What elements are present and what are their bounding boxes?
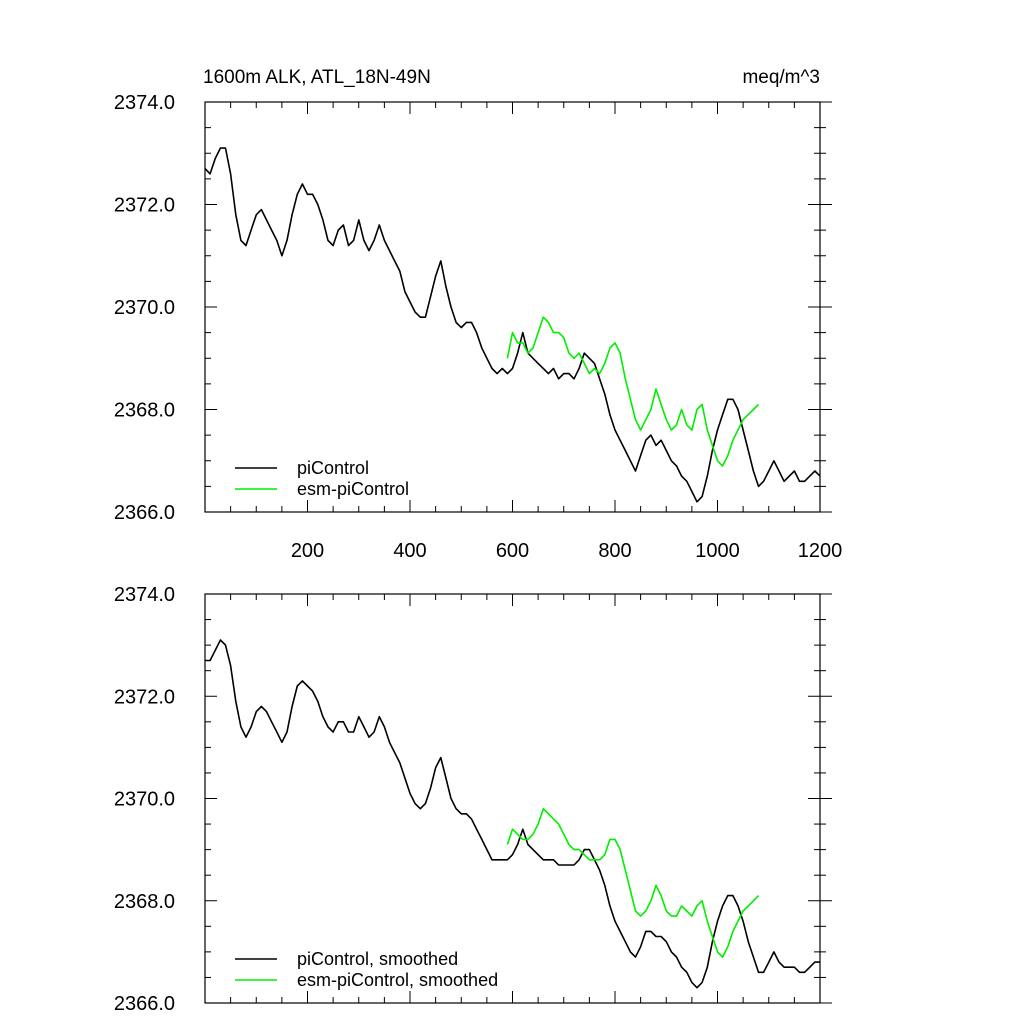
plot-frame-bottom: [204, 593, 821, 1004]
legend-label-top: piControl: [297, 458, 369, 478]
y-tick-label-top: 2370.0: [114, 297, 175, 319]
series-line-esm-picontrol-bottom: [506, 807, 760, 958]
y-tick-label-top: 2368.0: [114, 400, 175, 422]
figure-title: 1600m ALK, ATL_18N-49N: [203, 67, 431, 88]
series-line-picontrol-top: [205, 147, 820, 503]
y-tick-label-bottom: 2368.0: [114, 891, 175, 913]
plot-frame-top: [204, 101, 821, 513]
x-tick-label-top: 1000: [695, 540, 740, 562]
y-tick-label-bottom: 2374.0: [114, 584, 175, 606]
legend-label-bottom: piControl, smoothed: [297, 949, 458, 969]
y-tick-label-top: 2372.0: [114, 195, 175, 217]
figure-units: meq/m^3: [742, 67, 820, 88]
y-tick-label-top: 2366.0: [114, 502, 175, 524]
y-tick-label-top: 2374.0: [114, 92, 175, 114]
x-tick-label-top: 200: [291, 540, 324, 562]
x-tick-label-top: 600: [496, 540, 529, 562]
legend-label-bottom: esm-piControl, smoothed: [297, 970, 498, 990]
x-tick-label-top: 400: [393, 540, 426, 562]
chart-panel-bottom: 2366.0 2368.0 2370.0 2372.0 2374.0 piControl,…: [114, 584, 832, 1015]
x-tick-label-top: 1200: [798, 540, 843, 562]
series-line-esm-picontrol-top: [506, 316, 760, 467]
legend-label-top: esm-piControl: [297, 479, 409, 499]
y-tick-label-bottom: 2372.0: [114, 686, 175, 708]
x-tick-label-top: 800: [598, 540, 631, 562]
y-tick-label-bottom: 2370.0: [114, 789, 175, 811]
y-tick-label-bottom: 2366.0: [114, 993, 175, 1015]
series-line-picontrol-bottom: [205, 639, 820, 989]
chart-panel-top: 200 400 600 800 1000 1200 2366.0 2368.0 2370.0 23…: [114, 92, 842, 562]
